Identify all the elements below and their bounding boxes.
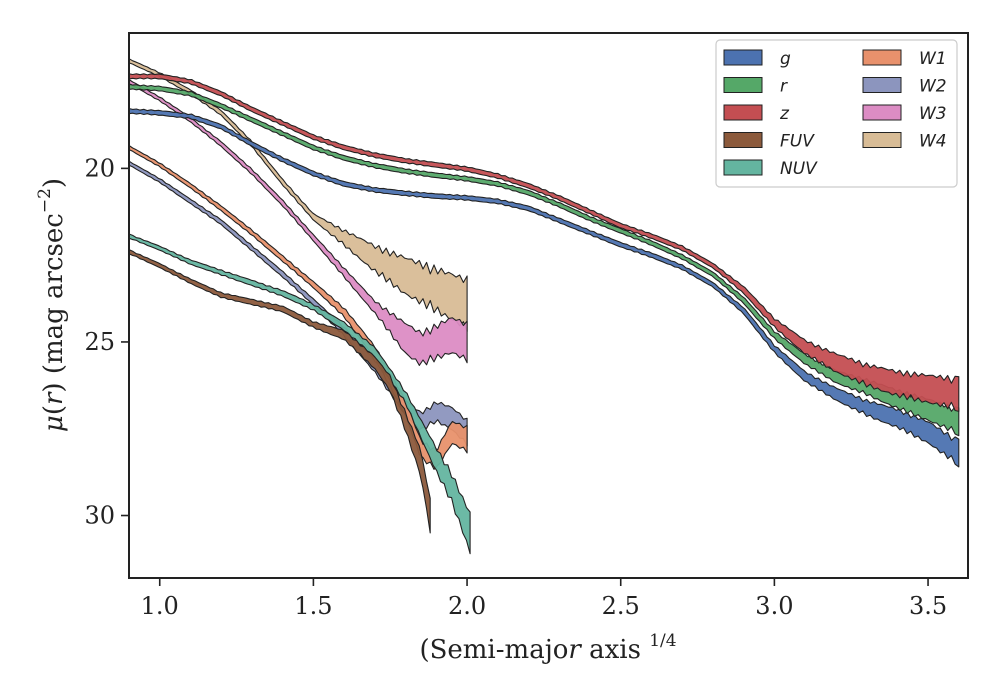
y-tick-label: 25 bbox=[84, 328, 115, 356]
x-tick-label: 2.0 bbox=[448, 592, 486, 620]
legend-label-w2: W2 bbox=[919, 77, 947, 97]
x-tick-label: 1.0 bbox=[141, 592, 179, 620]
x-tick-label: 1.5 bbox=[294, 592, 332, 620]
legend-swatch-w3 bbox=[862, 104, 902, 121]
series-band-z bbox=[128, 73, 960, 412]
y-axis: 20 25 30 bbox=[84, 154, 129, 530]
series-band-w1 bbox=[128, 144, 468, 470]
series-band-fuv bbox=[128, 249, 431, 534]
legend-label-z: z bbox=[779, 104, 790, 124]
legend-label-w4: W4 bbox=[919, 132, 947, 152]
legend-label-w3: W3 bbox=[919, 104, 947, 124]
x-tick-label: 3.0 bbox=[755, 592, 793, 620]
legend-label-fuv: FUV bbox=[780, 132, 815, 152]
legend-swatch-r bbox=[723, 77, 763, 93]
y-tick-label: 30 bbox=[84, 502, 115, 530]
plot-frame bbox=[128, 32, 969, 579]
x-axis-label: (Semi-major axis 1/4 bbox=[419, 631, 676, 665]
series-band-r bbox=[128, 83, 960, 437]
legend-swatch-fuv bbox=[723, 132, 763, 148]
legend-swatch-nuv bbox=[723, 159, 763, 176]
series-band-nuv bbox=[128, 233, 471, 555]
series-layer bbox=[128, 58, 960, 555]
x-tick-label: 2.5 bbox=[602, 592, 640, 620]
y-tick-label: 20 bbox=[84, 154, 115, 182]
legend: grz FUV NUV W1 W2 W3 W4 bbox=[715, 39, 958, 188]
series-band-g bbox=[128, 107, 960, 468]
legend-swatch-w1 bbox=[862, 49, 902, 66]
legend-swatch-z bbox=[723, 104, 763, 121]
legend-swatch-g bbox=[723, 49, 763, 66]
legend-label-nuv: NUV bbox=[780, 159, 818, 179]
legend-label-g: g bbox=[780, 49, 791, 69]
legend-swatch-w2 bbox=[862, 77, 902, 93]
legend-frame bbox=[715, 39, 958, 188]
legend-swatch-w4 bbox=[862, 132, 902, 148]
series-band-w3 bbox=[128, 78, 468, 366]
legend-label-r: r bbox=[780, 77, 788, 97]
x-tick-label: 3.5 bbox=[909, 592, 947, 620]
x-axis: 1.0 1.5 2.0 2.5 3.0 3.5 bbox=[141, 578, 947, 620]
legend-label-w1: W1 bbox=[919, 49, 947, 69]
y-axis-label: μ(r) (mag arcsec−2) bbox=[35, 178, 69, 432]
